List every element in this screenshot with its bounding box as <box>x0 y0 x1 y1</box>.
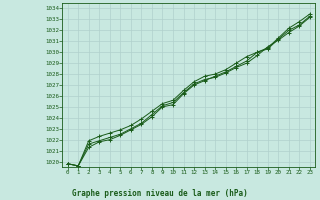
Text: Graphe pression niveau de la mer (hPa): Graphe pression niveau de la mer (hPa) <box>72 189 248 198</box>
